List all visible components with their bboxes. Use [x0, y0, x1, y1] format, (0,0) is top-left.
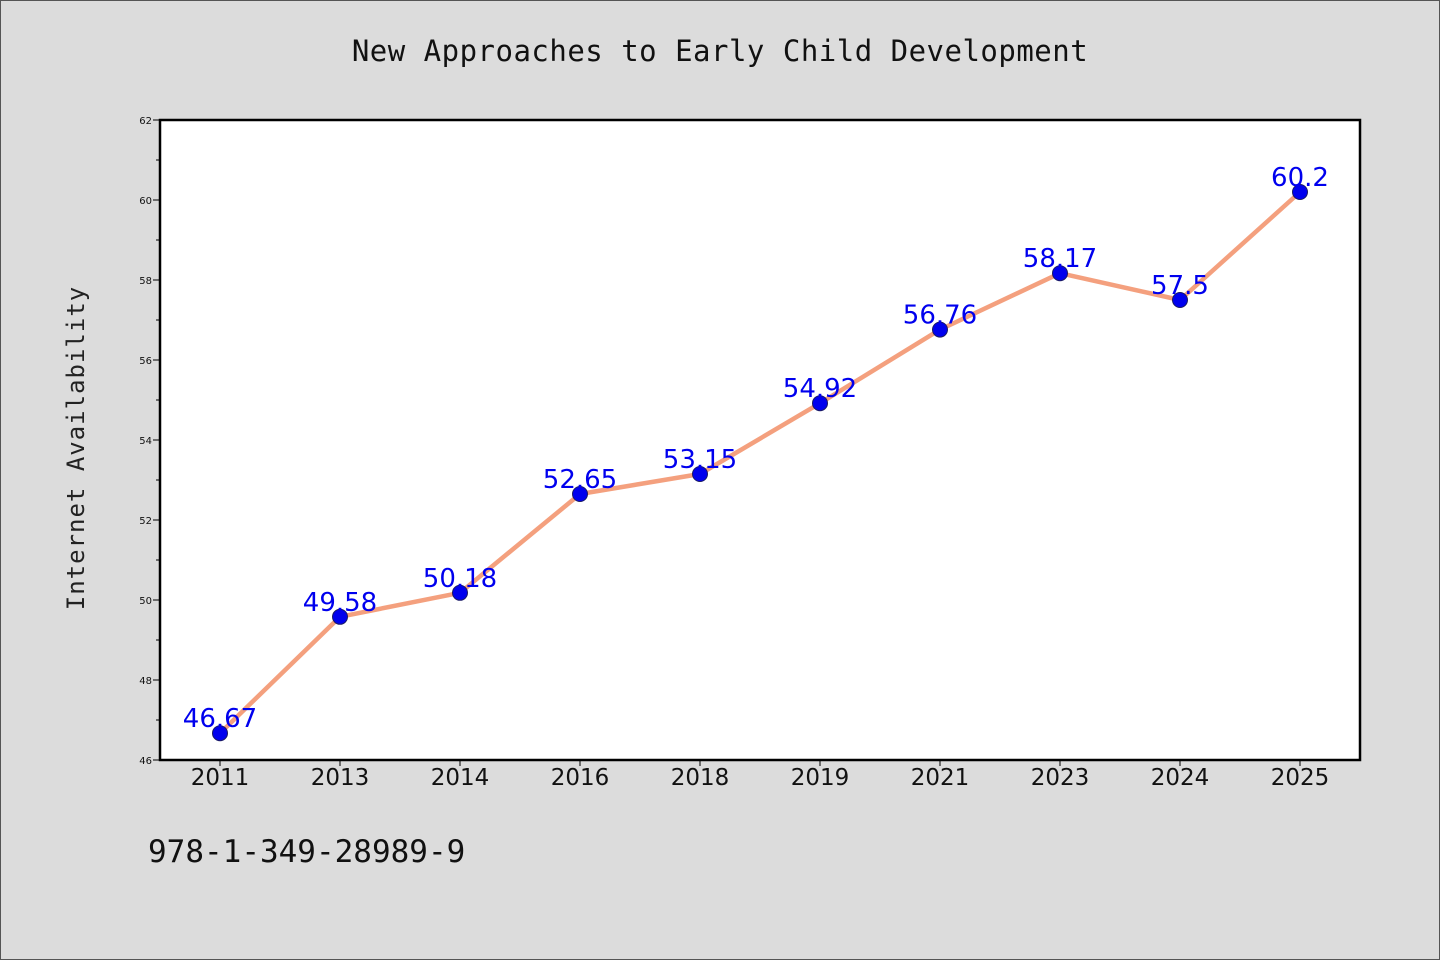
- data-label: 60.2: [1271, 163, 1329, 193]
- isbn-footer: 978-1-349-28989-9: [148, 834, 466, 870]
- series-line: [217, 189, 1303, 736]
- data-label-layer: 46.67 49.58 50.18 52.65 53.15 54.92 56.76 58.17…: [183, 163, 1329, 734]
- y-tick-label: 52: [139, 516, 152, 527]
- data-point: [1172, 292, 1188, 308]
- data-point: [692, 466, 708, 482]
- data-point: [332, 608, 348, 625]
- data-point: [1292, 184, 1308, 200]
- data-point: [452, 584, 468, 601]
- data-point: [1052, 265, 1068, 282]
- x-tick-label: 2019: [791, 765, 850, 791]
- y-tick-label: 48: [139, 676, 152, 687]
- chart-title: New Approaches to Early Child Developmen…: [351, 34, 1089, 68]
- y-tick-label: 62: [139, 116, 152, 127]
- y-tick-label: 50: [139, 596, 152, 607]
- data-label: 57.5: [1151, 271, 1209, 301]
- series-layer: [212, 184, 1308, 742]
- y-axis: 46 48 50 52 54 56 58 60 62: [139, 116, 160, 767]
- y-tick-label: 56: [139, 356, 152, 367]
- x-tick-label: 2011: [191, 765, 250, 791]
- x-tick-label: 2016: [551, 765, 610, 791]
- x-tick-label: 2023: [1031, 765, 1090, 791]
- x-tick-label: 2024: [1151, 765, 1210, 791]
- data-point: [932, 321, 948, 338]
- x-tick-label: 2013: [311, 765, 370, 791]
- x-axis: 2011 2013 2014 2016 2018 2019 2021 2023 2024 2025: [191, 760, 1330, 791]
- y-tick-label: 46: [139, 756, 152, 767]
- x-tick-label: 2018: [671, 765, 730, 791]
- data-label: 50.18: [423, 564, 497, 594]
- data-label: 56.76: [903, 301, 977, 331]
- data-label: 58.17: [1023, 244, 1097, 274]
- x-tick-label: 2014: [431, 765, 490, 791]
- data-point: [212, 725, 228, 742]
- data-point: [572, 486, 588, 502]
- y-tick-label: 54: [139, 436, 152, 447]
- x-tick-label: 2021: [911, 765, 970, 791]
- y-tick-label: 60: [139, 196, 152, 207]
- y-tick-label: 58: [139, 276, 152, 287]
- data-label: 53.15: [663, 445, 737, 475]
- data-point: [812, 395, 828, 412]
- data-label: 54.92: [783, 374, 857, 404]
- x-tick-label: 2025: [1271, 765, 1330, 791]
- data-label: 52.65: [543, 465, 617, 495]
- data-label: 46.67: [183, 704, 257, 734]
- data-label: 49.58: [303, 588, 377, 618]
